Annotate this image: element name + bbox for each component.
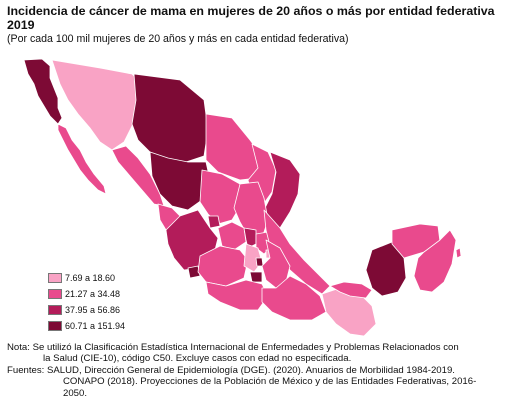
island-cozumel (455, 247, 462, 259)
map-title: Incidencia de cáncer de mama en mujeres … (7, 4, 495, 32)
sources-line-3: 2050. (63, 387, 88, 399)
legend-swatch-class-2 (48, 288, 62, 299)
state-chihuahua (131, 73, 209, 163)
state-michoacan (197, 245, 249, 287)
note-line-1: Nota: Se utilizó la Clasificación Estadí… (7, 342, 459, 353)
sources-line-1: Fuentes: SALUD, Dirección General de Epi… (7, 364, 455, 376)
state-colima (187, 265, 201, 279)
legend-label-class-1: 7.69 a 18.60 (65, 272, 116, 283)
note-line-2: la Salud (CIE-10), código C50. Excluye c… (43, 353, 352, 365)
state-guanajuato (217, 221, 247, 251)
legend-label-class-2: 21.27 a 34.48 (65, 288, 121, 299)
map-notes: Nota: Se utilizó la Clasificación Estadí… (7, 342, 507, 399)
state-tabasco (329, 281, 373, 299)
state-aguascalientes (207, 215, 221, 229)
map-legend: 7.69 a 18.60 21.27 a 34.48 37.95 a 56.86… (48, 270, 168, 334)
legend-swatch-class-3 (48, 304, 62, 315)
legend-item-class-4: 60.71 a 151.94 (48, 318, 168, 333)
legend-item-class-2: 21.27 a 34.48 (48, 286, 168, 301)
state-zacatecas (199, 169, 245, 225)
legend-swatch-class-1 (48, 272, 62, 283)
legend-item-class-3: 37.95 a 56.86 (48, 302, 168, 317)
state-guerrero (205, 279, 269, 311)
state-quintana-roo (413, 229, 457, 293)
map-subtitle: (Por cada 100 mil mujeres de 20 años y m… (7, 33, 349, 45)
legend-label-class-4: 60.71 a 151.94 (65, 320, 126, 331)
mexico-choropleth-map (23, 58, 462, 337)
legend-swatch-class-4 (48, 320, 62, 331)
legend-label-class-3: 37.95 a 56.86 (65, 304, 121, 315)
sources-line-2: CONAPO (2018). Proyecciones de la Poblac… (63, 376, 477, 388)
state-ciudad-de-mexico (255, 257, 264, 267)
state-morelos (249, 271, 263, 283)
state-baja-california (23, 58, 63, 125)
legend-item-class-1: 7.69 a 18.60 (48, 270, 168, 285)
state-baja-california-sur (57, 123, 107, 195)
